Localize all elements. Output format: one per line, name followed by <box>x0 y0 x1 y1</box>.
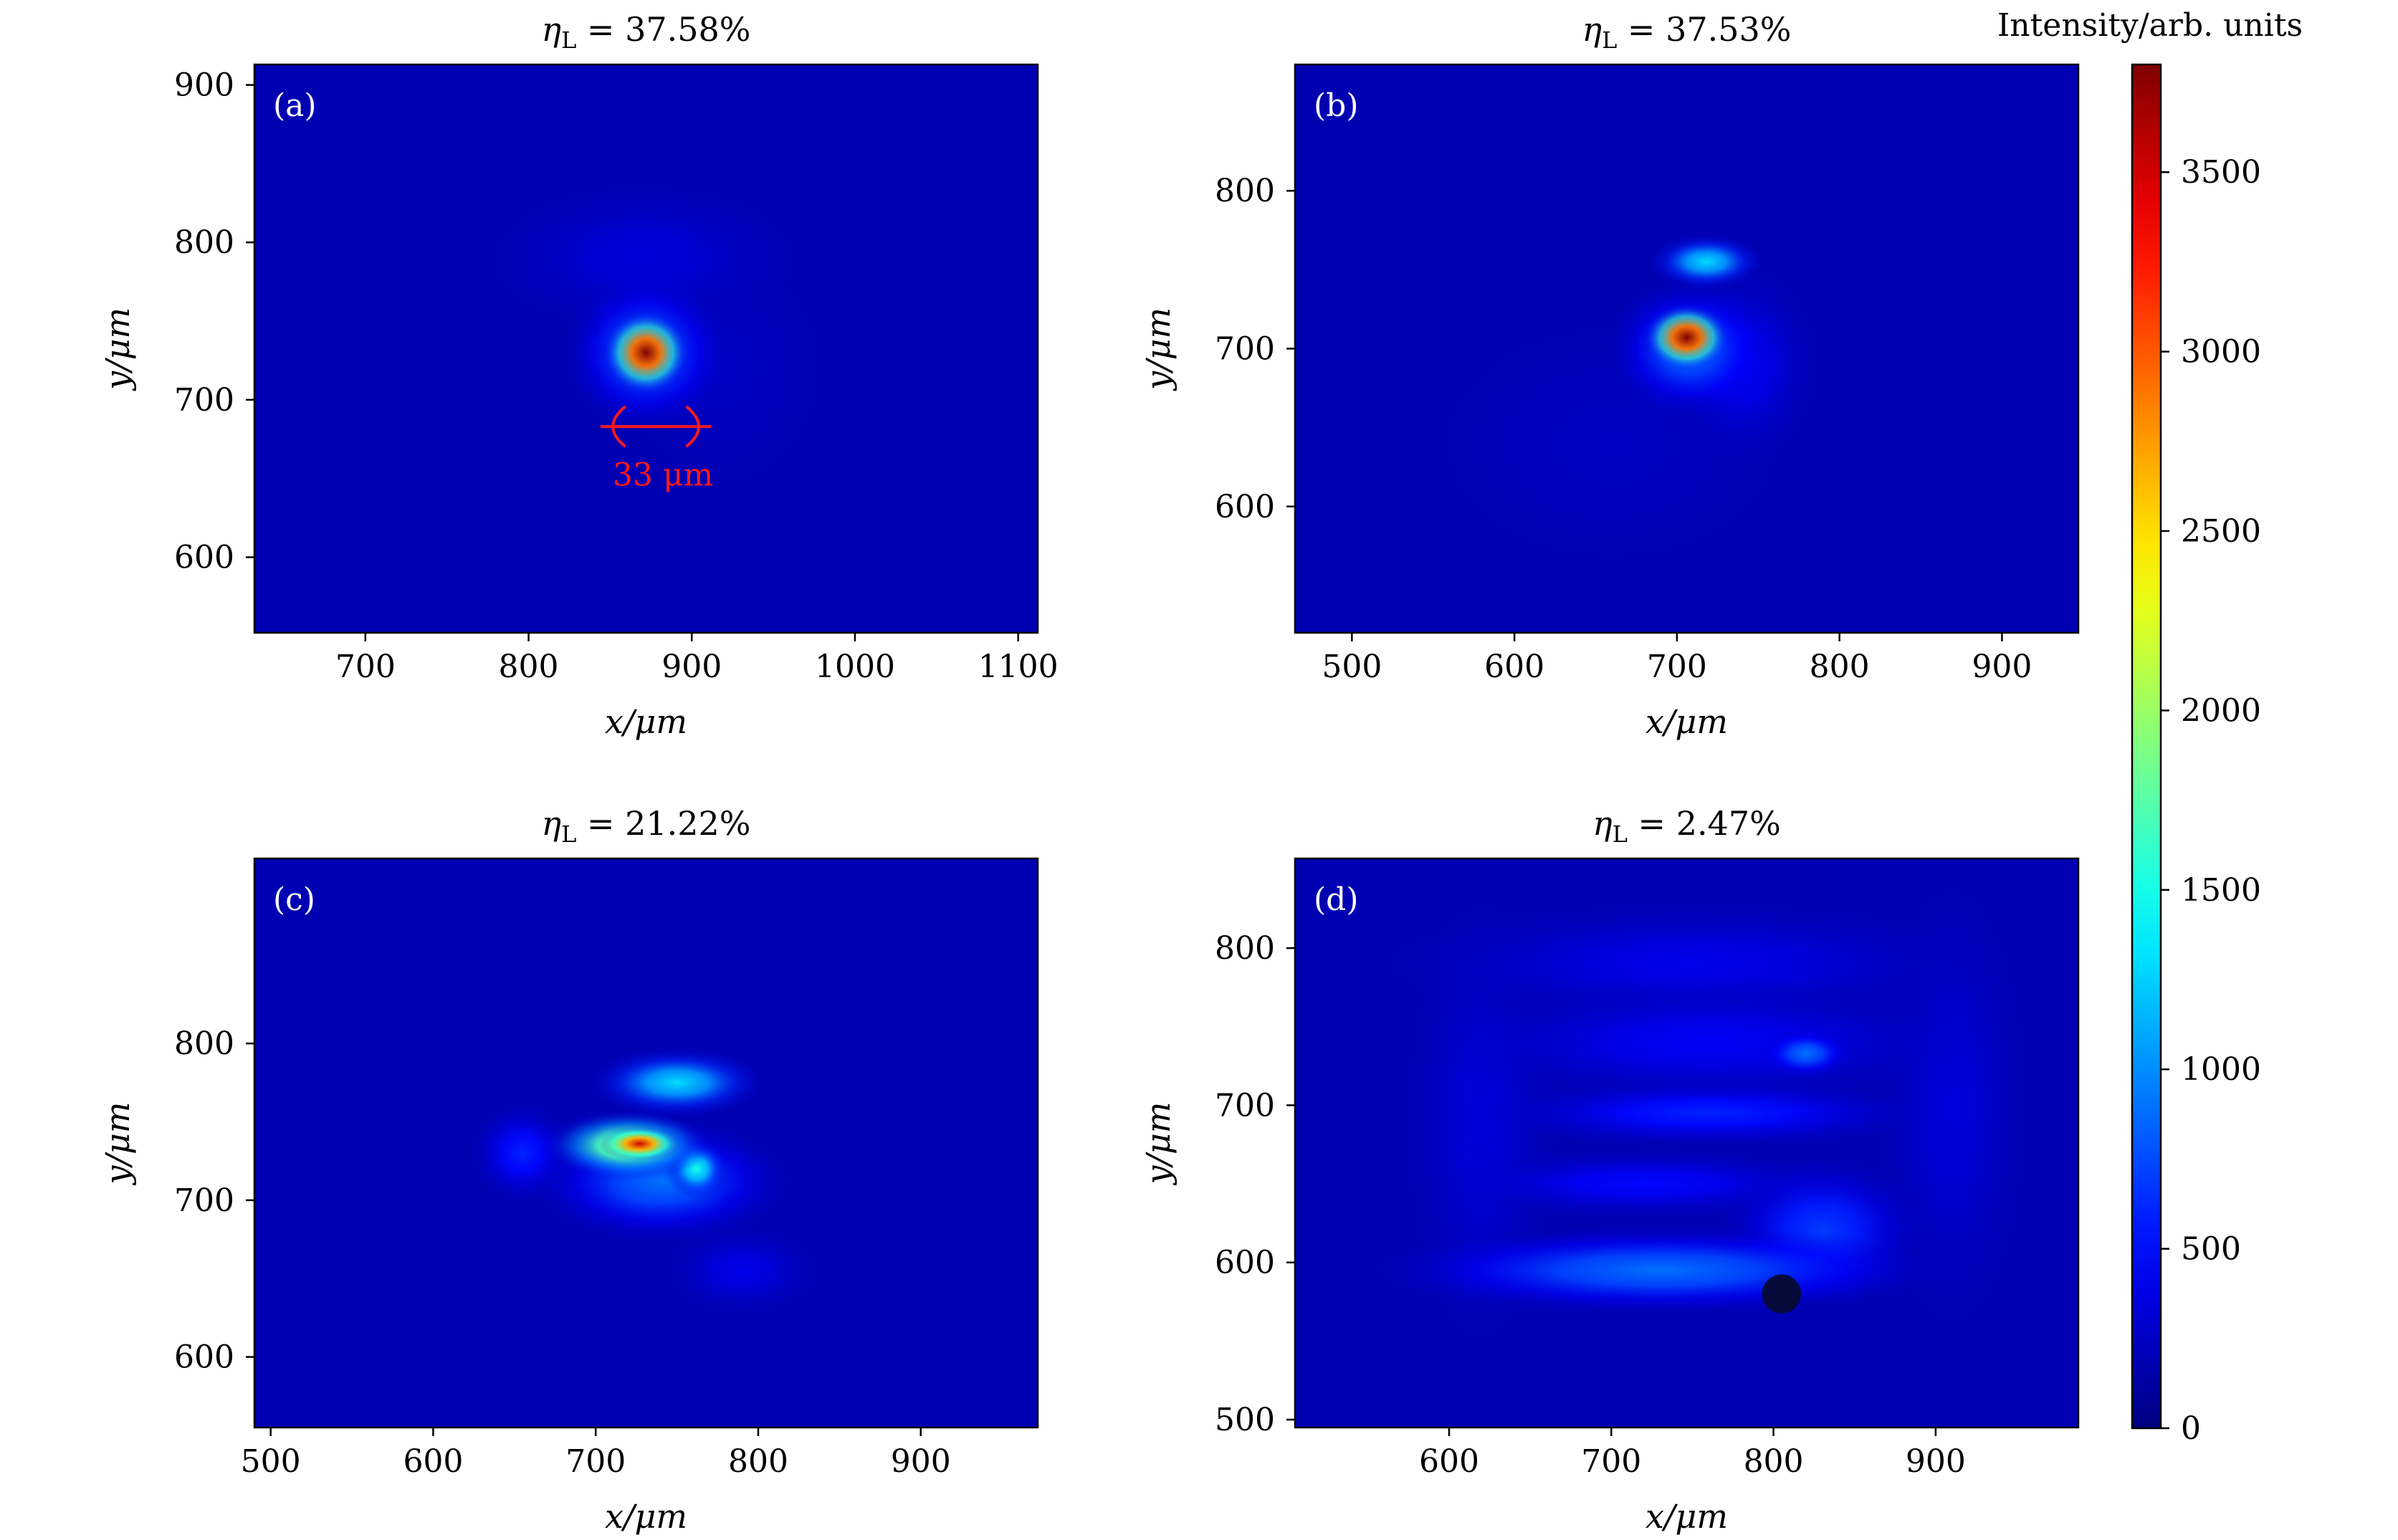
intensity-spot <box>486 182 800 334</box>
panel-tag: (d) <box>1314 881 1359 918</box>
arrow-head-right <box>685 405 700 448</box>
x-tick-label: 1100 <box>978 649 1059 685</box>
y-tick-label: 800 <box>174 224 234 261</box>
y-axis-label: y/μm <box>1139 1102 1177 1186</box>
width-annotation: 33 μm <box>613 457 713 494</box>
panel-title-4: ηL = 2.47% <box>1592 804 1781 848</box>
intensity-spot <box>604 312 688 393</box>
panel-title-2: ηL = 37.53% <box>1582 10 1792 54</box>
y-axis-label: y/μm <box>98 1102 137 1186</box>
colorbar-tick-label: 2500 <box>2181 513 2261 550</box>
x-tick-label: 500 <box>241 1443 301 1480</box>
plot-frame <box>253 857 1039 1429</box>
heatmap-4 <box>1295 859 2078 1427</box>
x-tick-label: 900 <box>891 1443 951 1480</box>
intensity-spot <box>1645 305 1729 370</box>
y-tick-label: 900 <box>174 67 234 104</box>
intensity-spot <box>664 1225 821 1316</box>
x-axis-label: x/μm <box>1645 702 1728 741</box>
panel-tag: (b) <box>1314 87 1359 124</box>
y-tick-label: 800 <box>174 1025 234 1062</box>
colorbar <box>2131 63 2162 1430</box>
arrow-head-left <box>611 405 627 448</box>
plot-frame <box>1294 857 2080 1429</box>
defect-spot <box>1762 1274 1802 1314</box>
y-tick-label: 700 <box>174 1182 234 1219</box>
x-tick-label: 900 <box>1906 1443 1966 1480</box>
y-tick-label: 700 <box>174 382 234 419</box>
y-tick-label: 600 <box>174 1339 234 1376</box>
x-tick-label: 600 <box>1484 649 1544 685</box>
y-tick-label: 700 <box>1215 331 1275 368</box>
intensity-spot <box>1648 234 1764 290</box>
x-tick-label: 600 <box>403 1443 463 1480</box>
y-axis-label: y/μm <box>98 307 137 391</box>
panel-title-1: ηL = 37.58% <box>542 10 751 54</box>
colorbar-tick-label: 1500 <box>2181 872 2261 909</box>
panel-tag: (c) <box>273 881 315 918</box>
y-tick-label: 600 <box>1215 1245 1275 1281</box>
heatmap-3 <box>254 859 1038 1427</box>
x-tick-label: 800 <box>728 1443 788 1480</box>
y-tick-label: 800 <box>1215 173 1275 209</box>
plot-frame <box>253 63 1039 634</box>
x-tick-label: 800 <box>1744 1443 1804 1480</box>
x-tick-label: 900 <box>1972 649 2032 685</box>
x-tick-label: 700 <box>1581 1443 1641 1480</box>
x-tick-label: 600 <box>1419 1443 1479 1480</box>
colorbar-tick-label: 0 <box>2181 1410 2201 1447</box>
y-axis-label: y/μm <box>1139 307 1177 391</box>
colorbar-tick-label: 2000 <box>2181 692 2261 729</box>
colorbar-tick-label: 1000 <box>2181 1051 2261 1088</box>
heatmap-2 <box>1295 64 2078 633</box>
intensity-spot <box>1475 1078 1942 1149</box>
y-tick-label: 600 <box>174 540 234 576</box>
x-tick-label: 800 <box>1810 649 1870 685</box>
y-tick-label: 800 <box>1215 930 1275 967</box>
colorbar-tick-label: 3000 <box>2181 334 2261 370</box>
intensity-spot <box>598 1126 682 1162</box>
colorbar-title: Intensity/arb. units <box>1997 7 2303 44</box>
colorbar-tick-label: 3500 <box>2181 154 2261 191</box>
x-tick-label: 700 <box>1647 649 1707 685</box>
heatmap-1 <box>254 64 1038 633</box>
x-axis-label: x/μm <box>1645 1497 1728 1536</box>
x-tick-label: 700 <box>565 1443 626 1480</box>
y-tick-label: 500 <box>1215 1402 1275 1438</box>
intensity-spot <box>1374 1225 1946 1316</box>
x-tick-label: 700 <box>335 649 396 685</box>
x-tick-label: 1000 <box>815 649 895 685</box>
intensity-spot <box>588 1047 765 1118</box>
colorbar-tick-label: 500 <box>2181 1231 2241 1268</box>
x-tick-label: 500 <box>1322 649 1382 685</box>
panel-tag: (a) <box>273 87 317 124</box>
x-tick-label: 900 <box>661 649 722 685</box>
y-tick-label: 700 <box>1215 1087 1275 1124</box>
intensity-spot <box>1423 979 1995 1106</box>
panel-title-3: ηL = 21.22% <box>542 804 751 848</box>
y-tick-label: 600 <box>1215 489 1275 525</box>
x-axis-label: x/μm <box>605 702 687 741</box>
x-axis-label: x/μm <box>605 1497 687 1536</box>
intensity-spot <box>1759 1028 1853 1079</box>
x-tick-label: 800 <box>499 649 559 685</box>
